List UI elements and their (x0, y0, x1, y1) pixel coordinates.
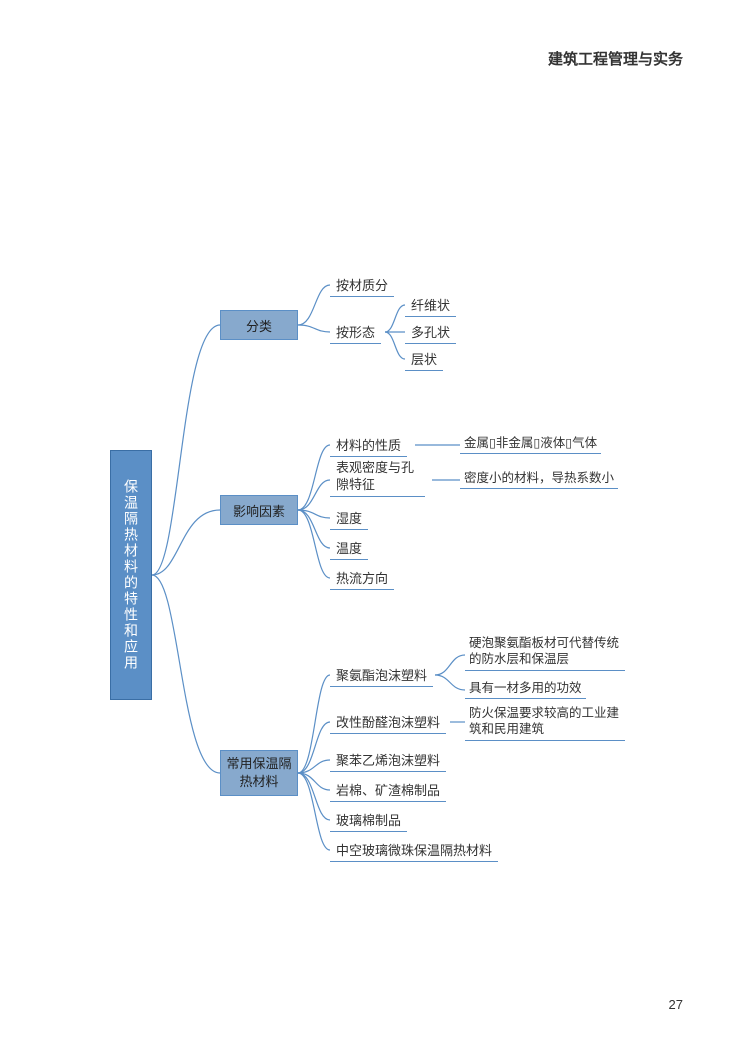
note-low-density: 密度小的材料，导热系数小 (460, 470, 618, 489)
leaf-polystyrene: 聚苯乙烯泡沫塑料 (330, 750, 446, 772)
leaf-polyurethane: 聚氨酯泡沫塑料 (330, 665, 433, 687)
note-metal-nonmetal: 金属▯非金属▯液体▯气体 (460, 435, 601, 454)
leaf-by-material: 按材质分 (330, 275, 394, 297)
page-number: 27 (669, 997, 683, 1012)
leaf-porous: 多孔状 (405, 322, 456, 344)
mindmap-diagram: 保温隔热材料的特性和应用 分类 影响因素 常用保温隔热材料 按材质分 按形态 纤… (110, 260, 710, 900)
branch-classification: 分类 (220, 310, 298, 340)
leaf-humidity: 湿度 (330, 508, 368, 530)
leaf-hollow-glass: 中空玻璃微珠保温隔热材料 (330, 840, 498, 862)
leaf-rockwool: 岩棉、矿渣棉制品 (330, 780, 446, 802)
leaf-glasswool: 玻璃棉制品 (330, 810, 407, 832)
leaf-phenolic: 改性酚醛泡沫塑料 (330, 712, 446, 734)
leaf-by-form: 按形态 (330, 322, 381, 344)
leaf-material-nature: 材料的性质 (330, 435, 407, 457)
note-fireproof: 防火保温要求较高的工业建筑和民用建筑 (465, 705, 625, 741)
leaf-layered: 层状 (405, 349, 443, 371)
note-rigid-pu: 硬泡聚氨酯板材可代替传统的防水层和保温层 (465, 635, 625, 671)
leaf-temperature: 温度 (330, 538, 368, 560)
page-header: 建筑工程管理与实务 (548, 48, 683, 69)
note-multi-use: 具有一材多用的功效 (465, 680, 586, 699)
root-node: 保温隔热材料的特性和应用 (110, 450, 152, 700)
leaf-heat-flow: 热流方向 (330, 568, 394, 590)
branch-materials: 常用保温隔热材料 (220, 750, 298, 796)
branch-factors: 影响因素 (220, 495, 298, 525)
leaf-density-pore: 表观密度与孔隙特征 (330, 460, 425, 497)
leaf-fibrous: 纤维状 (405, 295, 456, 317)
